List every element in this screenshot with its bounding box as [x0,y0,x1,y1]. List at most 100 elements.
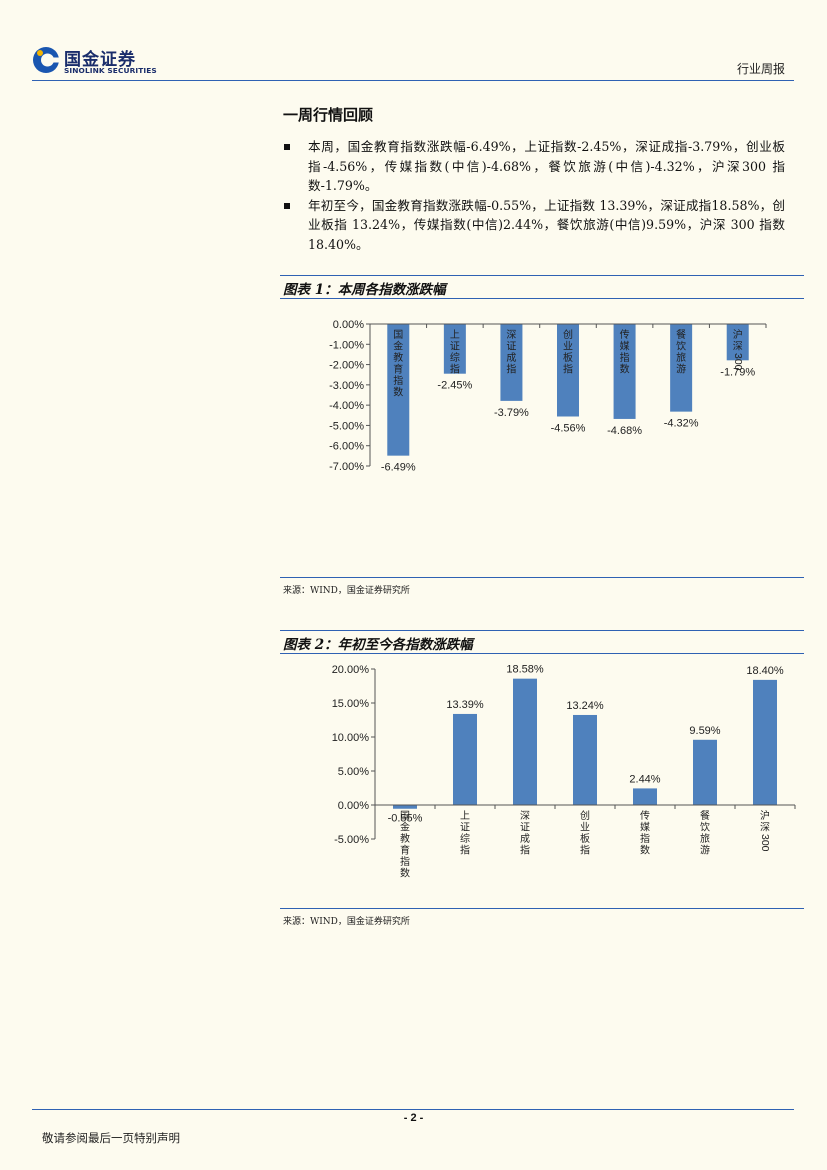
category-label: 国金教育指数 [393,329,403,399]
svg-text:数: 数 [393,386,403,399]
svg-text:沪: 沪 [733,328,743,341]
y-tick-label: -5.00% [334,834,369,846]
bullet-item: 本周，国金教育指数涨跌幅-6.49%，上证指数-2.45%，深证成指-3.79%… [283,137,785,196]
svg-text:旅: 旅 [676,351,686,364]
svg-text:数: 数 [400,867,410,880]
svg-text:旅: 旅 [700,832,710,845]
figure2-bottom-rule [280,908,804,909]
svg-text:上: 上 [450,329,460,341]
category-label: 沪深300 [732,328,744,371]
svg-text:教: 教 [400,832,410,845]
y-tick-label: 0.00% [333,319,364,331]
svg-text:证: 证 [520,822,530,834]
logo-chinese-name: 国金证券 [64,50,136,70]
bar [633,788,657,805]
svg-text:指: 指 [640,832,650,845]
data-label: -1.79% [720,366,755,378]
bar [726,324,749,361]
data-label: -4.68% [607,425,642,437]
svg-text:数: 数 [620,363,630,376]
svg-text:育: 育 [400,844,410,857]
bar [393,805,417,809]
svg-text:指: 指 [520,844,530,857]
category-label: 传媒指数 [640,810,650,857]
svg-text:成: 成 [520,833,530,845]
footer-rule [32,1109,794,1110]
category-label: 餐饮旅游 [700,809,710,857]
figure1-bottom-rule [280,577,804,578]
svg-text:深: 深 [506,329,516,341]
svg-text:深: 深 [733,341,743,353]
y-tick-label: 0.00% [338,800,369,812]
svg-text:国: 国 [400,810,410,822]
bar [443,324,466,374]
figure2-title: 图表 2：年初至今各指数涨跌幅 [283,637,473,653]
data-label: 2.44% [629,773,660,785]
header-rule [32,80,794,81]
svg-text:指: 指 [400,855,410,868]
svg-text:饮: 饮 [676,340,686,353]
category-label: 创业板指 [563,328,573,376]
svg-text:游: 游 [700,844,710,857]
svg-text:300: 300 [759,834,771,852]
svg-text:游: 游 [676,363,686,376]
data-label: -0.55% [388,813,423,825]
bar [693,739,717,805]
svg-text:指: 指 [460,844,470,857]
svg-text:综: 综 [450,351,460,364]
svg-text:育: 育 [393,363,403,376]
svg-text:深: 深 [760,822,770,834]
bar [500,324,523,401]
bullet-text: 本周，国金教育指数涨跌幅-6.49%，上证指数-2.45%，深证成指-3.79%… [308,139,785,193]
svg-text:指: 指 [393,374,403,387]
category-label: 沪深300 [759,809,771,852]
category-label: 国金教育指数 [400,810,410,880]
bar [613,324,636,419]
y-tick-label: -1.00% [329,339,364,351]
sinolink-logo-icon [33,47,60,73]
y-tick-label: -4.00% [329,400,364,412]
document-type: 行业周报 [736,62,785,76]
y-tick-label: -7.00% [329,461,364,473]
data-label: 18.40% [746,665,784,677]
svg-text:媒: 媒 [640,822,650,834]
bullet-list: 本周，国金教育指数涨跌幅-6.49%，上证指数-2.45%，深证成指-3.79%… [283,137,785,254]
svg-text:创: 创 [580,809,590,822]
figure1-source: 来源：WIND，国金证券研究所 [283,586,410,596]
y-tick-label: -6.00% [329,441,364,453]
y-tick-label: 20.00% [332,664,370,676]
svg-text:深: 深 [520,810,530,822]
bar [557,324,579,417]
data-label: -4.32% [664,418,699,430]
svg-text:创: 创 [563,328,573,341]
svg-text:证: 证 [450,341,460,353]
data-label: -6.49% [381,462,416,474]
svg-text:传: 传 [620,329,630,341]
square-bullet-icon [284,202,290,209]
figure1-top-rule [280,275,804,276]
svg-text:饮: 饮 [700,821,710,834]
y-tick-label: -5.00% [329,420,364,432]
svg-text:数: 数 [640,844,650,857]
bar [513,678,537,805]
square-bullet-icon [284,144,290,150]
bar [387,324,410,456]
category-label: 传媒指数 [620,329,630,376]
svg-text:餐: 餐 [676,328,686,341]
disclaimer-note: 敬请参阅最后一页特别声明 [42,1131,180,1145]
data-label: 9.59% [689,725,720,737]
figure2-source: 来源：WIND，国金证券研究所 [283,917,410,927]
data-label: 13.24% [566,700,604,712]
svg-text:综: 综 [460,832,470,845]
figure1-bar-chart: 0.00% -1.00% -2.00% -3.00% -4.00% -5.00% -6.00… [329,319,767,474]
svg-text:传: 传 [640,810,650,822]
data-label: -2.45% [437,380,472,392]
svg-text:指: 指 [580,844,590,857]
svg-text:板: 板 [563,351,573,364]
data-label: -4.56% [551,423,586,435]
y-tick-label: 15.00% [332,698,370,710]
bar [453,713,477,805]
figure2-bar-chart: 20.00% 15.00% 10.00% 5.00% 0.00% -5.00% -0.55%… [332,664,796,880]
